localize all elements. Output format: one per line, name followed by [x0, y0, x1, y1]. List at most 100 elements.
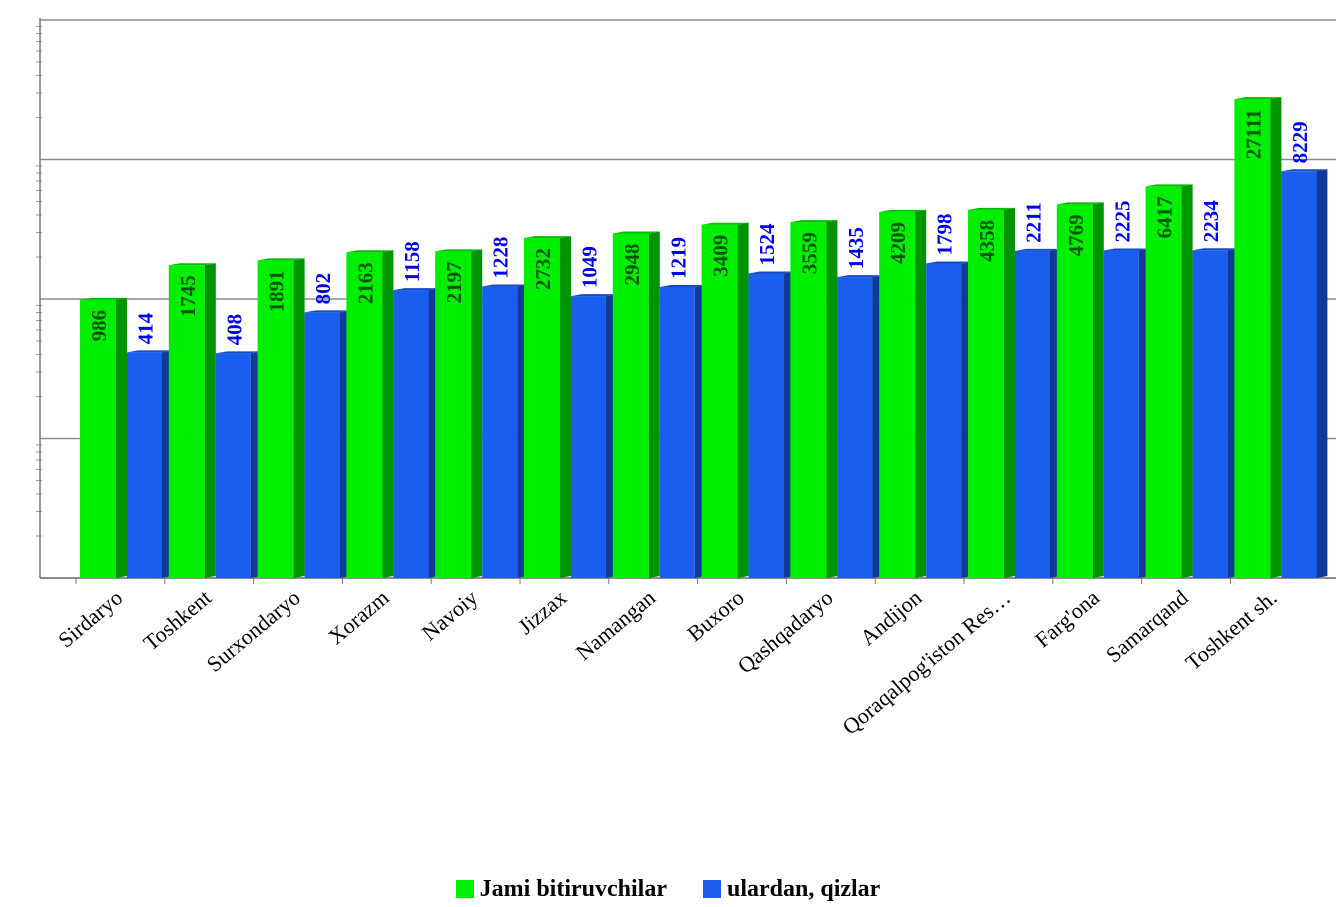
bar-top: [1192, 248, 1239, 251]
bar-side: [116, 297, 127, 578]
bar-face: [968, 209, 1004, 578]
bar-top: [926, 261, 973, 264]
bar-face: [1192, 250, 1228, 578]
bar-top: [571, 294, 617, 297]
category-label: Sirdaryo: [53, 585, 127, 653]
bar-side: [382, 250, 394, 578]
bar-total: [435, 249, 483, 579]
data-label-total: 2732: [531, 248, 555, 290]
legend-item-girls: ulardan, qizlar: [702, 876, 880, 903]
bar-top: [748, 271, 795, 274]
bar-total: [879, 209, 927, 578]
category-label: Surxondaryo: [202, 585, 305, 677]
data-label-total: 1745: [176, 275, 200, 317]
data-label-girls: 8229: [1288, 121, 1312, 163]
bar-top: [1056, 202, 1104, 205]
bar-girls: [926, 261, 973, 578]
bar-top: [1234, 97, 1282, 100]
bar-face: [837, 277, 873, 578]
bar-face: [346, 252, 383, 578]
bar-top: [482, 284, 529, 287]
category-label: Andijon: [855, 585, 926, 651]
data-label-girls: 2211: [1022, 202, 1046, 243]
bar-girls: [304, 310, 351, 578]
legend-swatch-girls: [702, 880, 721, 898]
bar-face: [748, 273, 784, 578]
bar-top: [1145, 184, 1193, 187]
bar-face: [435, 251, 472, 579]
bar-girls: [1103, 248, 1150, 578]
bar-face: [304, 312, 340, 578]
bar-top: [701, 222, 749, 225]
data-label-girls: 1798: [933, 213, 957, 255]
data-label-girls: 1524: [755, 223, 779, 266]
category-label: Qoraqalpog'iston Res…: [837, 585, 1015, 740]
bar-girls: [748, 271, 795, 578]
bar-side: [915, 209, 927, 578]
bar-top: [879, 209, 927, 212]
data-label-girls: 408: [222, 314, 246, 345]
bar-face: [393, 290, 429, 578]
data-label-total: 3409: [709, 235, 733, 277]
bar-side: [1092, 202, 1104, 579]
bar-face: [1234, 99, 1271, 578]
bar-top: [127, 350, 173, 353]
legend-label-total: Jami bitiruvchilar: [479, 875, 667, 902]
data-label-total: 986: [87, 310, 111, 342]
bar-top: [346, 250, 394, 253]
bar-face: [612, 233, 649, 578]
legend-item-total: Jami bitiruvchilar: [455, 875, 667, 903]
bar-top: [837, 275, 884, 278]
bar-girls: [1015, 248, 1061, 578]
bar-side: [1181, 184, 1193, 578]
data-label-girls: 2225: [1110, 201, 1134, 243]
data-label-total: 27111: [1241, 109, 1265, 159]
bar-side: [826, 220, 838, 578]
bar-top: [80, 297, 127, 300]
bar-face: [524, 238, 560, 578]
data-label-girls: 1228: [489, 237, 513, 279]
bar-top: [393, 288, 440, 291]
bar-girls: [1192, 248, 1239, 578]
bar-side: [204, 263, 216, 578]
bar-face: [1103, 250, 1139, 578]
bar-top: [1281, 169, 1328, 172]
bar-side: [1270, 97, 1282, 578]
data-label-girls: 1158: [400, 241, 424, 282]
legend: Jami bitiruvchilar ulardan, qizlar: [0, 872, 1336, 906]
bar-top: [612, 231, 660, 234]
data-label-girls: 1049: [578, 246, 602, 288]
data-label-girls: 414: [134, 312, 158, 344]
bar-girls: [215, 351, 262, 578]
bar-girls: [393, 288, 440, 578]
bar-face: [790, 222, 827, 578]
bar-side: [648, 231, 660, 578]
bar-top: [968, 207, 1015, 210]
bar-total: [346, 250, 394, 578]
bar-face: [215, 353, 251, 578]
bar-top: [168, 263, 216, 266]
bar-top: [524, 236, 571, 239]
bar-face: [168, 265, 205, 578]
bar-top: [215, 351, 262, 354]
bar-girls: [127, 350, 173, 578]
category-label: Navoiy: [417, 585, 483, 646]
data-label-total: 2197: [442, 261, 466, 303]
bar-total: [701, 222, 749, 578]
bar-girls: [659, 285, 706, 578]
bar-face: [80, 299, 116, 578]
bar-face: [257, 260, 294, 578]
data-label-girls: 1219: [666, 237, 690, 279]
bar-face: [1015, 250, 1050, 578]
bar-face: [1281, 171, 1317, 578]
bar-girls: [1281, 169, 1328, 578]
bar-total: [1056, 202, 1104, 579]
category-label: Toshkent sh.: [1181, 585, 1282, 675]
bar-top: [435, 249, 483, 252]
bar-face: [571, 296, 606, 578]
bar-top: [790, 220, 838, 223]
data-label-total: 4769: [1064, 214, 1088, 256]
data-label-total: 3559: [797, 232, 821, 274]
bar-total: [612, 231, 660, 578]
